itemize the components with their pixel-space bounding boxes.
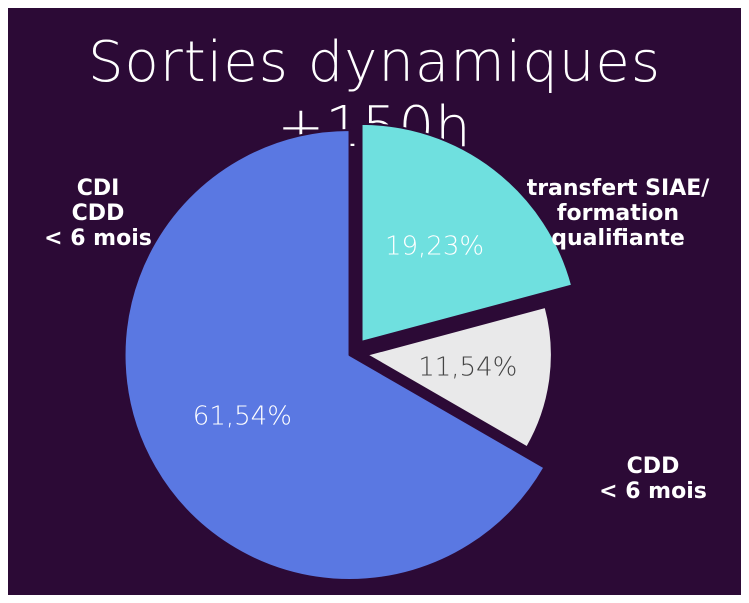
category-label: CDI CDD < 6 mois: [44, 176, 152, 251]
pie-slice: [365, 305, 553, 449]
value-label: 61,54%: [193, 401, 292, 431]
category-label: CDD < 6 mois: [599, 454, 707, 504]
pie-slice: [123, 129, 546, 581]
category-label: transfert SIAE/ formation qualifiante: [526, 176, 710, 251]
pie: 19,23% 11,54% 61,54%: [123, 122, 574, 581]
chart: Sorties dynamiques +150h 19,23%11,54%61,…: [8, 8, 741, 595]
pie-slice: [360, 122, 574, 343]
value-label: 19,23%: [385, 231, 484, 261]
value-label: 11,54%: [418, 353, 517, 383]
